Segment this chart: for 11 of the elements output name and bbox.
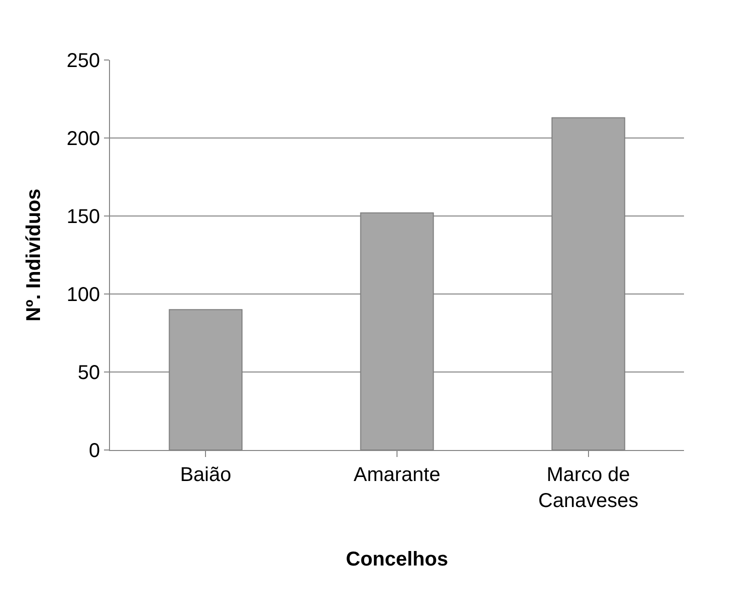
y-tick-label: 150 [66, 206, 100, 228]
y-tick-label: 50 [78, 362, 100, 384]
y-axis-title: Nº. Indivíduos [23, 188, 46, 322]
x-tick-label: Amarante [354, 464, 440, 486]
x-tick-label: Marco de Canaveses [538, 464, 638, 512]
x-axis-title: Concelhos [346, 548, 448, 570]
y-tick-label: 250 [66, 50, 100, 72]
y-tick-label: 100 [66, 284, 100, 306]
y-tick-label: 200 [66, 128, 100, 150]
x-tick-label: Baião [180, 464, 232, 486]
y-tick-label: 0 [88, 440, 100, 462]
